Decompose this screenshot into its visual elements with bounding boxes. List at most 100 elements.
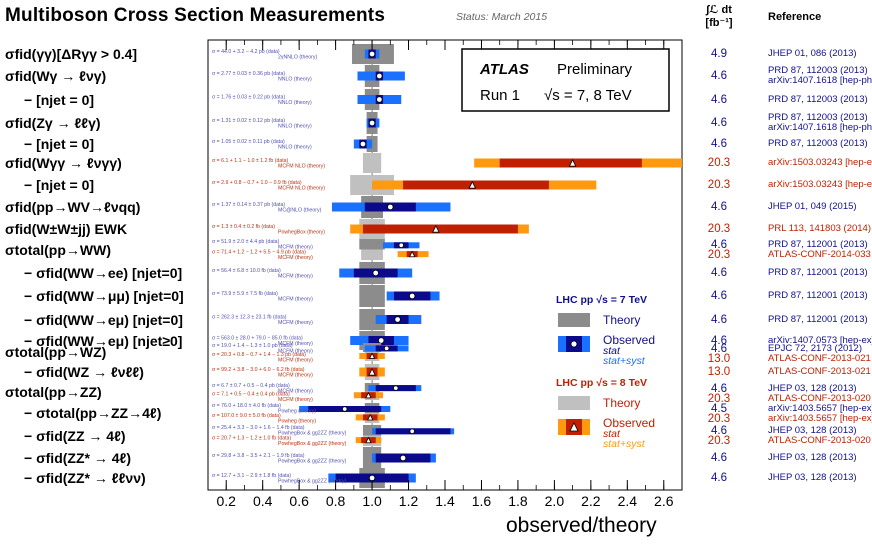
measured-point	[368, 352, 376, 359]
luminosity-value: 20.3	[707, 249, 731, 261]
reference-text: ATLAS-CONF-2013-020	[768, 435, 871, 446]
measured-point	[368, 474, 376, 482]
reference-text: PRD 87, 112003 (2013)	[768, 112, 868, 123]
row-label: σtotal(pp→ZZ)	[5, 383, 102, 400]
reference-text: JHEP 03, 128 (2013)	[768, 472, 857, 483]
theory-source-text: PowhegBox (theory)	[278, 230, 325, 236]
measurement-value-text: σ = 107.0 ± 9.0 ± 5.0 fb (data)	[212, 413, 281, 419]
row-label: σtotal(pp→WW)	[5, 241, 111, 258]
luminosity-value: 4.6	[711, 93, 727, 106]
page-title: Multiboson Cross Section Measurements	[5, 5, 386, 26]
measured-point	[398, 242, 404, 248]
measured-point	[376, 72, 383, 80]
row-label: − σfid(WW→μμ) [njet=0]	[24, 288, 184, 304]
measured-point	[408, 292, 416, 300]
reference-text: arXiv:1407.0573 [hep-ex]	[768, 334, 872, 346]
theory-source-text: MCFM (theory)	[278, 397, 313, 403]
reference-text: ATLAS-CONF-2013-021	[768, 353, 871, 364]
legend-theory-swatch	[558, 396, 590, 410]
theory-source-text: PowhegBox & gg2ZZ (theory)	[278, 441, 347, 447]
theory-source-text: MC@NLO (theory)	[278, 208, 322, 214]
row-label: − [njet = 0]	[24, 91, 95, 108]
theory-source-text: MCFM NLO (theory)	[278, 186, 325, 192]
measurement-value-text: σ = 6.1 + 1.1 − 1.0 ± 1.2 fb (data)	[212, 158, 289, 164]
measured-point	[368, 367, 376, 376]
measured-point	[568, 158, 577, 167]
x-tick-label: 0.8	[326, 493, 346, 509]
legend-theory-label: Theory	[603, 396, 640, 410]
measurement-value-text: σ = 25.4 + 3.3 − 3.0 + 1.6 − 1.4 fb (dat…	[212, 425, 305, 431]
status-text: Status: March 2015	[456, 11, 548, 23]
luminosity-unit-label: [fb⁻¹]	[705, 17, 733, 29]
reference-text: EPJC 72, 2173 (2012)	[768, 343, 863, 354]
legend-statsyst-label: stat+syst	[603, 438, 646, 450]
row-label: σfid(γγ)[ΔRγγ > 0.4]	[5, 46, 138, 62]
atlas-label: ATLAS	[479, 61, 529, 78]
theory-band	[359, 285, 385, 307]
x-tick-label: 2.2	[581, 493, 601, 509]
measurement-value-text: σ = 1.31 ± 0.02 ± 0.12 pb (data)	[212, 118, 285, 124]
luminosity-value: 20.3	[707, 413, 731, 425]
legend-8tev: LHC pp √s = 8 TeV Theory Observedstatstat+…	[556, 377, 655, 450]
measurement-value-text: σ = 76.0 + 18.0 ± 4.0 fb (data)	[212, 403, 281, 409]
measurement-value-text: σ = 262.3 ± 12.3 ± 23.1 fb (data)	[212, 315, 287, 321]
x-tick-label: 0.2	[216, 493, 236, 509]
luminosity-value: 20.3	[707, 179, 731, 191]
reference-text: PRD 87, 112001 (2013)	[768, 267, 868, 278]
row-label: − σfid(ZZ* → ℓℓνν)	[24, 470, 146, 486]
measured-point	[367, 413, 374, 421]
measured-point	[387, 203, 394, 211]
reference-text: JHEP 03, 128 (2013)	[768, 383, 857, 394]
measured-point	[365, 436, 372, 444]
theory-source-text: MCFM (theory)	[278, 389, 313, 395]
atlas-box-frame	[461, 48, 670, 112]
luminosity-value: 13.0	[707, 366, 731, 378]
theory-source-text: PowhegBox & gg2ZZ (theory)	[278, 431, 347, 437]
reference-text: PRD 87, 112001 (2013)	[768, 290, 868, 301]
luminosity-value: 4.6	[711, 70, 727, 82]
measurement-value-text: σ = 7.1 + 0.5 − 0.4 ± 0.4 pb (data)	[212, 392, 290, 398]
measurement-value-text: σ = 1.05 ± 0.02 ± 0.11 pb (data)	[212, 139, 285, 145]
theory-source-text: PowhegBox & gg2ZZ (theory)	[278, 479, 347, 485]
x-tick-label: 1.6	[472, 493, 492, 509]
theory-source-text: NNLO (theory)	[278, 124, 312, 130]
luminosity-value: 20.3	[707, 223, 731, 235]
measured-point	[368, 119, 376, 127]
measured-point	[393, 385, 399, 391]
luminosity-value: 4.6	[711, 267, 727, 279]
luminosity-value: 4.6	[711, 343, 727, 355]
legend-marker	[570, 340, 578, 348]
theory-source-text: MCFM NLO (theory)	[278, 164, 325, 170]
legend-observed-label: Observed	[603, 416, 655, 430]
luminosity-value: 20.3	[707, 435, 731, 447]
stat-band	[362, 224, 518, 234]
luminosity-value: 4.6	[711, 472, 727, 484]
legend-theory-swatch	[558, 313, 590, 327]
row-label: − σfid(WW→eμ) [njet=0]	[24, 311, 183, 328]
luminosity-value: 4.6	[711, 290, 727, 302]
legend-stat-label: stat	[603, 345, 621, 357]
measurement-value-text: σ = 1.37 ± 0.14 ± 0.37 pb (data)	[212, 202, 285, 208]
measurement-value-text: σ = 29.8 + 3.8 − 3.5 + 2.1 − 1.9 fb (dat…	[212, 453, 305, 459]
reference-text: ATLAS-CONF-2013-020	[768, 393, 871, 404]
theory-source-text: MCFM (theory)	[278, 341, 313, 347]
reference-text: arXiv:1403.5657 [hep-ex]	[768, 403, 872, 414]
measurement-value-text: σ = 71.4 + 1.2 − 1.2 + 5.5 − 4.9 pb (dat…	[212, 250, 306, 256]
reference-text: PRD 87, 112003 (2013)	[768, 65, 868, 76]
row-label: − σfid(WW→ee) [njet=0]	[24, 265, 183, 281]
row-label: − σfid(WZ → ℓνℓℓ)	[24, 364, 144, 380]
reference-text: JHEP 03, 128 (2013)	[768, 452, 857, 463]
legend-statsyst-label: stat+syst	[603, 355, 646, 367]
x-tick-label: 0.4	[253, 493, 273, 509]
measurement-value-text: σ = 20.3 + 0.8 − 0.7 + 1.4 − 1.3 pb (dat…	[212, 352, 306, 358]
luminosity-value: 4.6	[711, 383, 727, 395]
theory-source-text: NNLO (theory)	[278, 77, 312, 83]
legend-stat-label: stat	[603, 428, 621, 440]
theory-band	[359, 309, 385, 330]
measured-point	[394, 316, 401, 323]
reference-text: ATLAS-CONF-2014-033	[768, 249, 871, 260]
reference-text: arXiv:1503.03243 [hep-ex]	[768, 157, 872, 168]
row-label: σfid(W±W±jj) EWK	[5, 221, 128, 237]
row-label: − [njet = 0]	[24, 177, 95, 193]
